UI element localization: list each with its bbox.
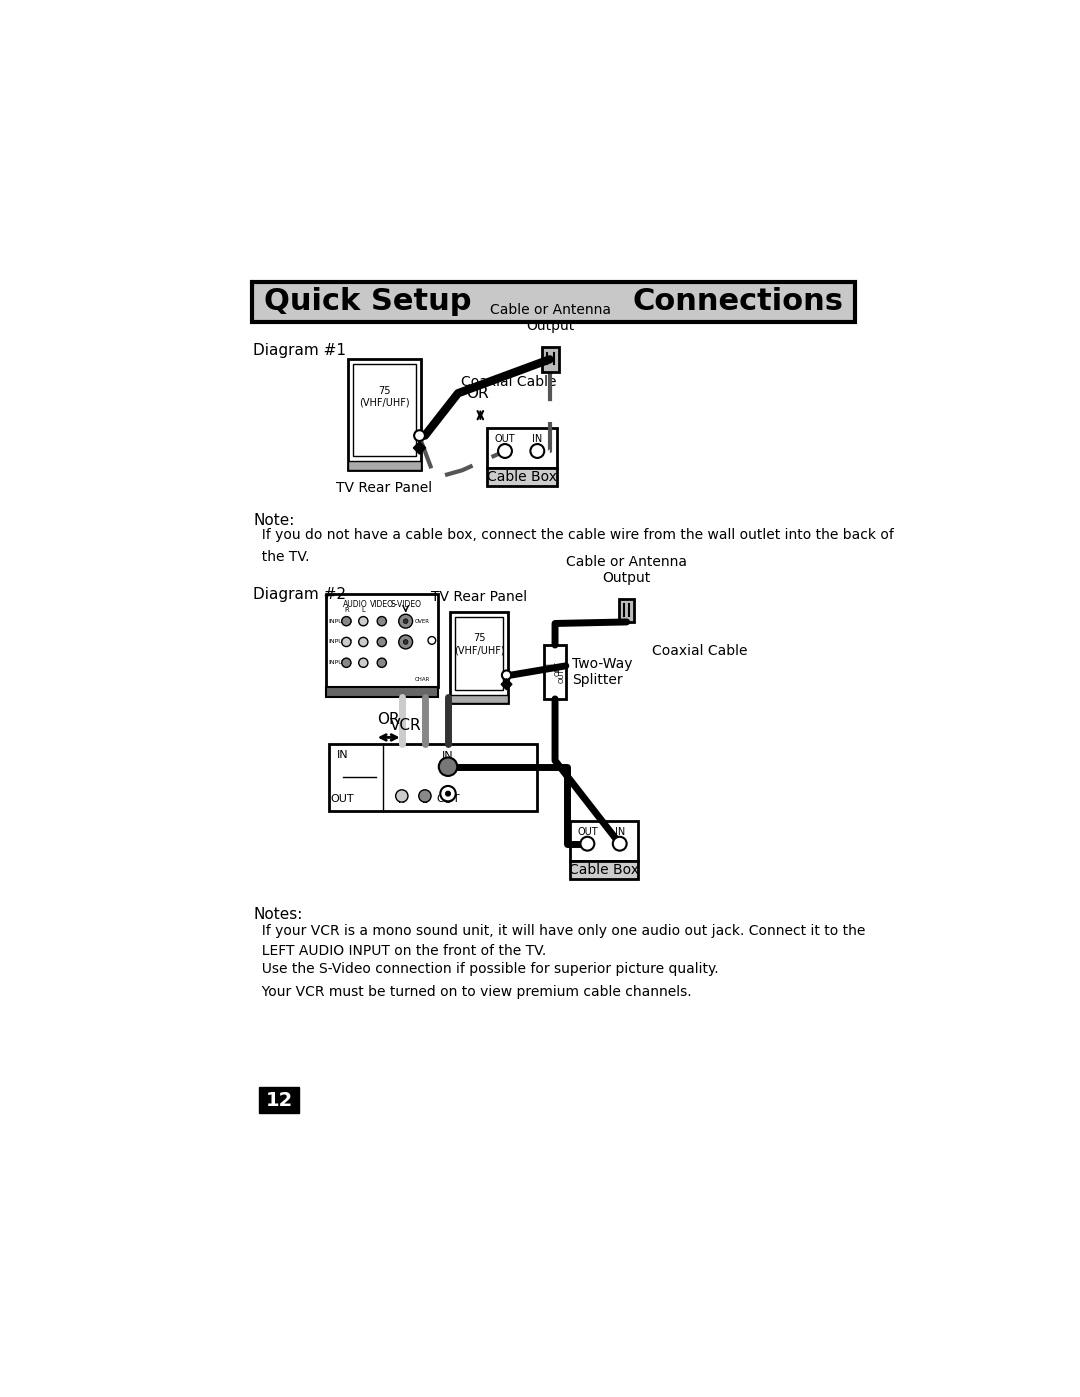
Circle shape xyxy=(530,444,544,458)
Text: OUT: OUT xyxy=(436,795,460,805)
Circle shape xyxy=(399,636,413,648)
Circle shape xyxy=(403,640,408,644)
FancyBboxPatch shape xyxy=(348,461,421,471)
Text: Two-Way
Splitter: Two-Way Splitter xyxy=(572,657,633,687)
FancyBboxPatch shape xyxy=(544,645,566,698)
FancyBboxPatch shape xyxy=(570,861,638,879)
FancyBboxPatch shape xyxy=(348,359,421,471)
Text: Cable or Antenna
Output: Cable or Antenna Output xyxy=(566,555,687,585)
Text: 75
(VHF/UHF): 75 (VHF/UHF) xyxy=(454,633,504,655)
Text: VCR: VCR xyxy=(390,718,421,733)
Text: OVER: OVER xyxy=(415,619,430,624)
Text: IN: IN xyxy=(442,752,454,761)
Text: INPUT-3: INPUT-3 xyxy=(328,619,353,623)
Text: Connections: Connections xyxy=(632,288,843,316)
Circle shape xyxy=(419,789,431,802)
Text: Cable or Antenna
Output: Cable or Antenna Output xyxy=(490,303,611,334)
Text: IN: IN xyxy=(337,750,349,760)
Text: V: V xyxy=(445,795,451,805)
Circle shape xyxy=(438,757,457,775)
Circle shape xyxy=(395,789,408,802)
Text: If your VCR is a mono sound unit, it will have only one audio out jack. Connect : If your VCR is a mono sound unit, it wil… xyxy=(253,923,865,958)
Text: Use the S-Video connection if possible for superior picture quality.: Use the S-Video connection if possible f… xyxy=(253,963,719,977)
Circle shape xyxy=(377,658,387,668)
FancyBboxPatch shape xyxy=(487,468,556,486)
Text: Diagram #1: Diagram #1 xyxy=(253,344,347,358)
Text: L: L xyxy=(422,795,428,805)
Text: IN: IN xyxy=(545,662,554,669)
Circle shape xyxy=(359,658,368,668)
Text: INPUT-2: INPUT-2 xyxy=(328,640,353,644)
Circle shape xyxy=(377,637,387,647)
Circle shape xyxy=(414,430,424,441)
Text: Diagram #2: Diagram #2 xyxy=(253,587,347,602)
Text: INPUT-1: INPUT-1 xyxy=(328,661,353,665)
Text: Cable Box: Cable Box xyxy=(569,863,639,877)
FancyBboxPatch shape xyxy=(259,1087,299,1113)
Text: Quick Setup: Quick Setup xyxy=(264,288,472,316)
FancyBboxPatch shape xyxy=(326,686,438,697)
Text: L: L xyxy=(362,606,365,612)
Text: Cable Box: Cable Box xyxy=(487,471,557,485)
FancyBboxPatch shape xyxy=(326,594,438,686)
Circle shape xyxy=(341,658,351,668)
Text: If you do not have a cable box, connect the cable wire from the wall outlet into: If you do not have a cable box, connect … xyxy=(253,528,894,564)
FancyBboxPatch shape xyxy=(619,599,634,622)
Circle shape xyxy=(428,637,435,644)
Text: OUT: OUT xyxy=(554,661,561,676)
FancyBboxPatch shape xyxy=(455,616,503,690)
Circle shape xyxy=(442,789,455,802)
Circle shape xyxy=(446,791,450,796)
Circle shape xyxy=(359,616,368,626)
Text: R: R xyxy=(345,606,349,612)
Circle shape xyxy=(498,444,512,458)
Text: OR: OR xyxy=(465,386,488,401)
FancyBboxPatch shape xyxy=(450,696,508,703)
FancyBboxPatch shape xyxy=(252,282,855,321)
FancyBboxPatch shape xyxy=(542,346,558,372)
Text: 12: 12 xyxy=(266,1091,293,1109)
Text: R: R xyxy=(399,795,405,805)
Circle shape xyxy=(612,837,626,851)
FancyBboxPatch shape xyxy=(328,743,537,812)
FancyBboxPatch shape xyxy=(487,427,556,468)
Circle shape xyxy=(403,619,408,623)
Text: Note:: Note: xyxy=(253,513,295,528)
Text: S-VIDEO: S-VIDEO xyxy=(390,601,421,609)
Polygon shape xyxy=(414,441,426,454)
Text: Coaxial Cable: Coaxial Cable xyxy=(652,644,747,658)
FancyBboxPatch shape xyxy=(570,820,638,861)
FancyBboxPatch shape xyxy=(353,365,416,457)
Text: OUT: OUT xyxy=(495,434,515,444)
Text: OUT: OUT xyxy=(330,793,354,803)
Circle shape xyxy=(359,637,368,647)
FancyBboxPatch shape xyxy=(450,612,508,703)
Text: OUT: OUT xyxy=(577,827,597,837)
Circle shape xyxy=(377,616,387,626)
Text: IN: IN xyxy=(532,434,542,444)
Text: OUT: OUT xyxy=(559,669,565,683)
Text: 75
(VHF/UHF): 75 (VHF/UHF) xyxy=(360,387,409,408)
Text: AUDIO: AUDIO xyxy=(343,601,368,609)
Text: Your VCR must be turned on to view premium cable channels.: Your VCR must be turned on to view premi… xyxy=(253,985,692,999)
Text: TV Rear Panel: TV Rear Panel xyxy=(337,481,433,495)
Circle shape xyxy=(502,671,511,680)
Text: Notes:: Notes: xyxy=(253,907,302,922)
Text: TV Rear Panel: TV Rear Panel xyxy=(431,591,527,605)
Circle shape xyxy=(399,615,413,629)
Text: IN: IN xyxy=(615,827,625,837)
Text: VIDEO: VIDEO xyxy=(369,601,394,609)
Circle shape xyxy=(441,787,456,802)
Text: Coaxial Cable: Coaxial Cable xyxy=(461,374,556,388)
Polygon shape xyxy=(501,679,512,690)
Circle shape xyxy=(341,637,351,647)
Circle shape xyxy=(341,616,351,626)
Circle shape xyxy=(580,837,594,851)
Text: OR: OR xyxy=(377,711,400,726)
Text: CHAR: CHAR xyxy=(415,678,430,682)
